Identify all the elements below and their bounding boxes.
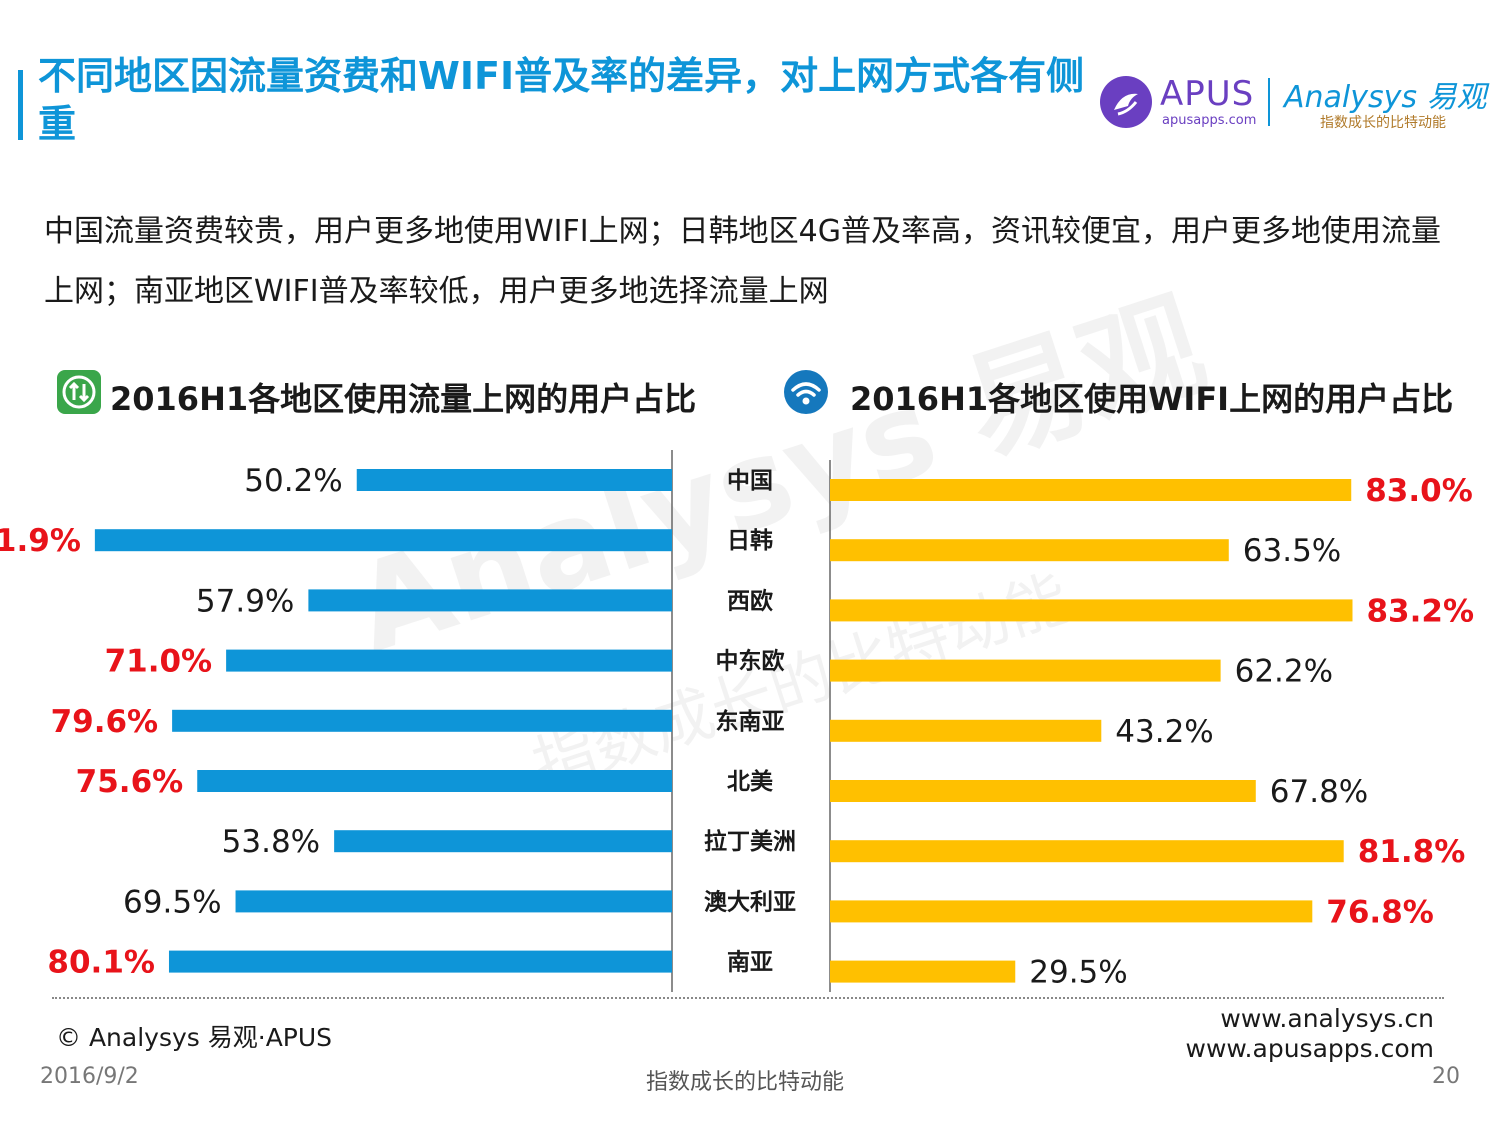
category-label-0: 中国 — [727, 468, 773, 494]
left-bar-label-1: 91.9% — [0, 523, 81, 559]
left-bar-0 — [356, 469, 672, 491]
right-bar-1 — [830, 539, 1229, 562]
analysys-tagline: 指数成长的比特动能 — [1320, 115, 1446, 131]
page-number: 20 — [1432, 1064, 1460, 1089]
category-label-5: 北美 — [727, 768, 773, 795]
title-accent-bar — [18, 70, 23, 140]
page-title: 不同地区因流量资费和WIFI普及率的差异，对上网方式各有侧重 — [38, 54, 1085, 146]
category-label-1: 日韩 — [727, 527, 773, 554]
right-bar-0 — [830, 479, 1352, 501]
left-bar-label-7: 69.5% — [123, 884, 221, 920]
category-label-3: 中东欧 — [716, 648, 785, 675]
description-text: 中国流量资费较贵，用户更多地使用WIFI上网；日韩地区4G普及率高，资讯较便宜，… — [44, 214, 1441, 309]
right-bar-label-0: 83.0% — [1365, 473, 1473, 509]
right-bar-label-5: 67.8% — [1270, 774, 1368, 810]
apus-logo: APUS — [1160, 74, 1255, 114]
right-bar-label-2: 83.2% — [1366, 593, 1474, 629]
category-label-8: 南亚 — [727, 950, 773, 976]
wifi-icon — [784, 370, 828, 414]
left-bar-label-2: 57.9% — [196, 583, 294, 619]
footer-date: 2016/9/2 — [40, 1064, 139, 1089]
right-bar-5 — [830, 780, 1256, 802]
right-bar-label-6: 81.8% — [1358, 834, 1466, 870]
category-label-6: 拉丁美洲 — [704, 828, 796, 855]
right-bar-2 — [830, 599, 1353, 622]
website-apus-link[interactable]: www.apusapps.com — [1185, 1034, 1434, 1063]
left-bar-4 — [172, 709, 672, 732]
left-bar-3 — [226, 649, 672, 672]
left-bar-label-6: 53.8% — [222, 824, 320, 860]
left-bar-8 — [168, 950, 673, 973]
category-label-2: 西欧 — [727, 588, 773, 614]
right-bar-3 — [830, 659, 1221, 682]
apus-logo-subtext: apusapps.com — [1162, 113, 1257, 128]
left-bar-6 — [334, 830, 672, 853]
right-bar-7 — [830, 900, 1313, 923]
left-bar-2 — [308, 589, 672, 612]
website-analysys-link[interactable]: www.analysys.cn — [1220, 1004, 1434, 1033]
left-bar-7 — [235, 890, 673, 913]
left-bar-label-8: 80.1% — [47, 945, 155, 981]
category-label-7: 澳大利亚 — [704, 889, 796, 915]
footer-divider — [52, 997, 1444, 999]
right-bar-label-3: 62.2% — [1235, 654, 1333, 690]
left-bar-label-4: 79.6% — [51, 704, 159, 740]
footer-slogan: 指数成长的比特动能 — [646, 1070, 845, 1095]
apus-logo-icon — [1100, 76, 1152, 128]
right-bar-label-7: 76.8% — [1326, 894, 1434, 930]
left-bar-label-3: 71.0% — [105, 644, 213, 680]
right-bar-8 — [830, 960, 1016, 983]
right-bar-label-8: 29.5% — [1029, 955, 1127, 991]
right-bar-4 — [830, 719, 1102, 742]
right-bar-6 — [830, 840, 1344, 863]
chart-left-title: 2016H1各地区使用流量上网的用户占比 — [110, 380, 697, 418]
left-bar-1 — [94, 529, 673, 552]
logo-divider — [1268, 78, 1270, 126]
copyright-text: © Analysys 易观·APUS — [56, 1023, 333, 1052]
left-bar-label-5: 75.6% — [76, 764, 184, 800]
right-bar-label-1: 63.5% — [1243, 533, 1341, 569]
left-bar-label-0: 50.2% — [244, 463, 342, 499]
category-label-4: 东南亚 — [716, 708, 785, 735]
left-bar-5 — [197, 770, 672, 792]
right-bar-label-4: 43.2% — [1115, 714, 1213, 750]
chart-right-title: 2016H1各地区使用WIFI上网的用户占比 — [850, 380, 1454, 418]
analysys-logo: Analysys 易观 — [1284, 80, 1487, 115]
mobile-data-icon — [57, 370, 101, 414]
